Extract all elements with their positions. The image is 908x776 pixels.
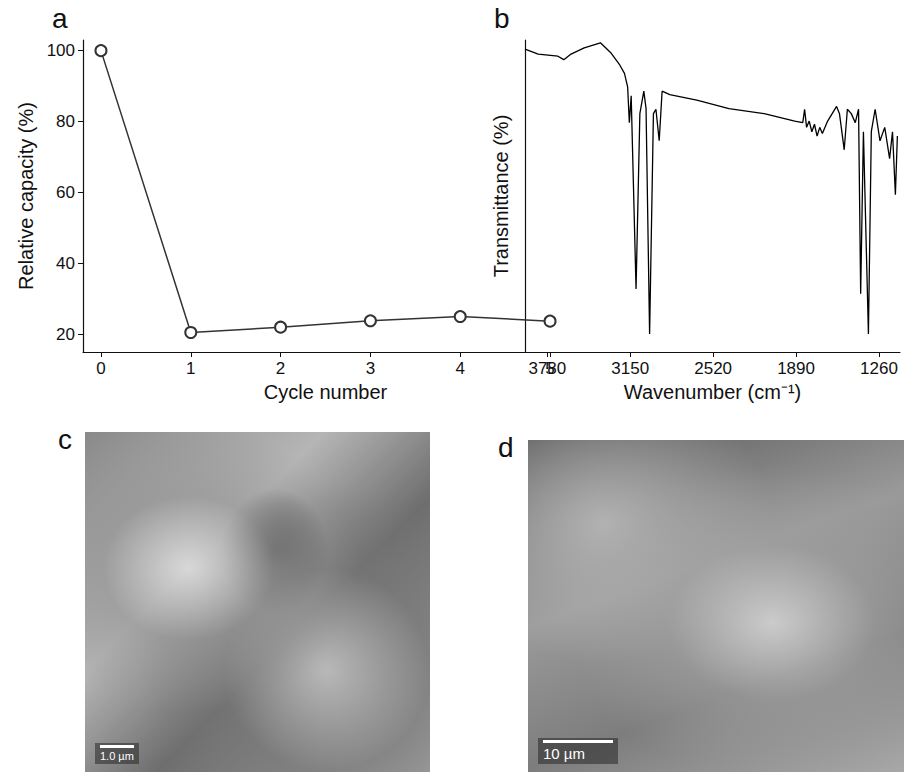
svg-text:Wavenumber (cm⁻¹): Wavenumber (cm⁻¹) bbox=[624, 381, 801, 403]
svg-text:Transmittance (%): Transmittance (%) bbox=[490, 115, 512, 278]
svg-text:2: 2 bbox=[276, 359, 285, 378]
svg-text:0: 0 bbox=[96, 359, 105, 378]
svg-text:3780: 3780 bbox=[528, 359, 566, 378]
svg-text:100: 100 bbox=[47, 41, 75, 60]
svg-text:3150: 3150 bbox=[611, 359, 649, 378]
html-text:1.0 µm: 1.0 µm bbox=[100, 750, 134, 762]
svg-text:Cycle number: Cycle number bbox=[264, 381, 388, 403]
svg-text:1260: 1260 bbox=[860, 359, 898, 378]
svg-text:Relative capacity (%): Relative capacity (%) bbox=[15, 102, 37, 290]
svg-text:a: a bbox=[52, 3, 68, 34]
html-text:c: c bbox=[58, 424, 72, 455]
svg-text:1890: 1890 bbox=[777, 359, 815, 378]
svg-text:b: b bbox=[494, 3, 510, 34]
svg-text:1: 1 bbox=[186, 359, 195, 378]
svg-text:80: 80 bbox=[56, 112, 75, 131]
svg-text:60: 60 bbox=[56, 183, 75, 202]
svg-text:40: 40 bbox=[56, 254, 75, 273]
svg-text:20: 20 bbox=[56, 325, 75, 344]
svg-text:3: 3 bbox=[366, 359, 375, 378]
html-text:10 µm: 10 µm bbox=[543, 745, 585, 762]
html-text:d: d bbox=[498, 432, 514, 463]
svg-text:4: 4 bbox=[455, 359, 464, 378]
svg-text:2520: 2520 bbox=[694, 359, 732, 378]
